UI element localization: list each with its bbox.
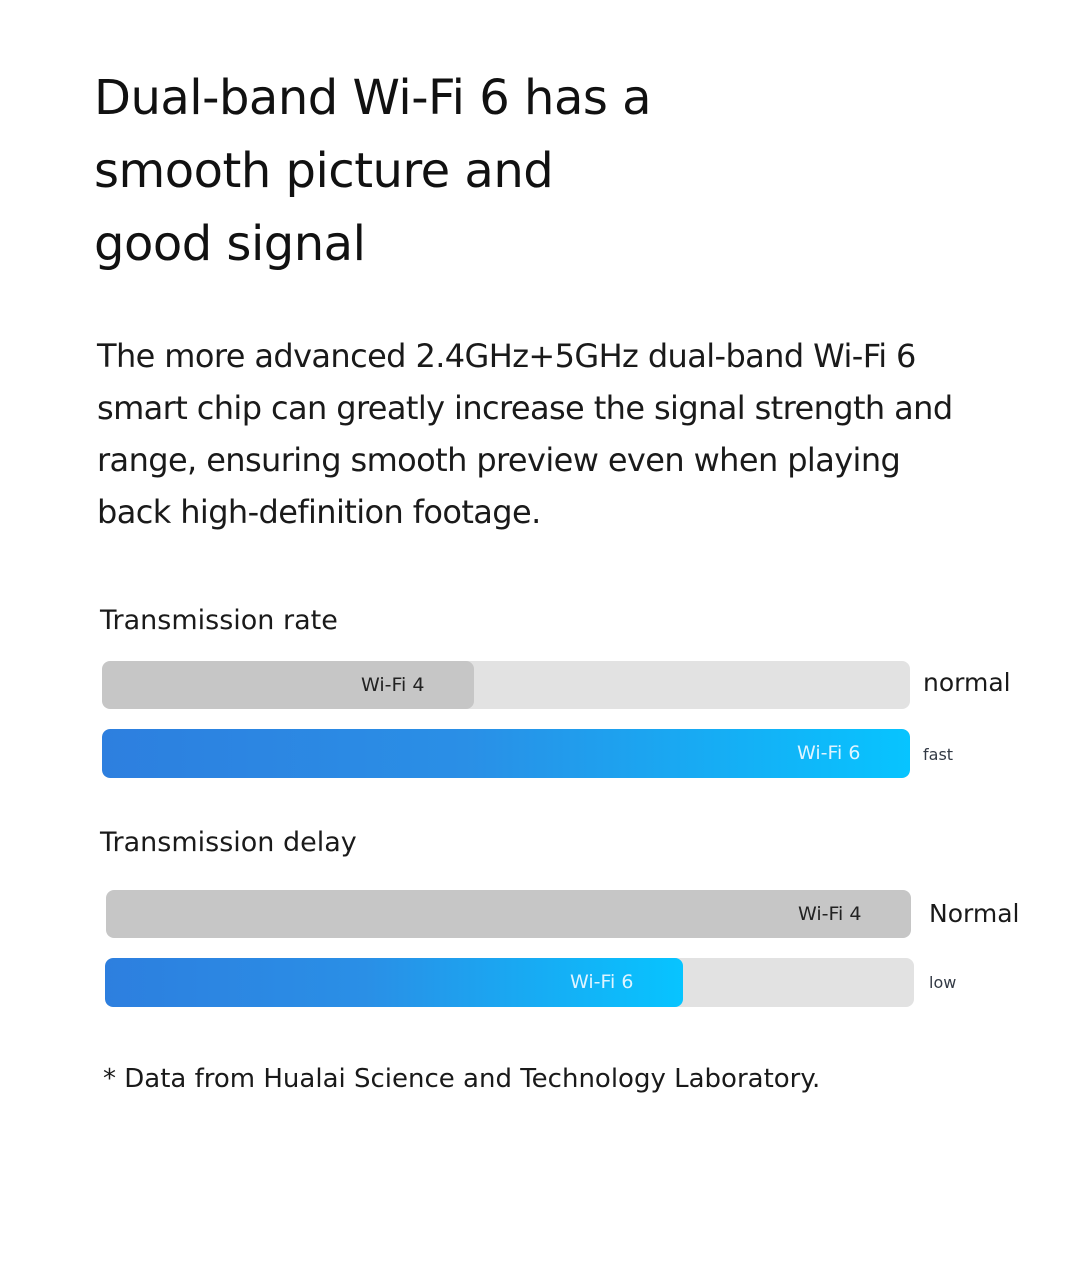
- delay-chart-title: Transmission delay: [100, 827, 357, 858]
- rate-wifi4-bar: [102, 661, 474, 709]
- description: The more advanced 2.4GHz+5GHz dual-band …: [97, 330, 997, 538]
- rate-wifi6-bar: [102, 729, 910, 778]
- headline-line: Dual-band Wi-Fi 6 has a: [94, 70, 652, 126]
- delay-wifi6-bar: [105, 958, 683, 1007]
- headline: Dual-band Wi-Fi 6 has a smooth picture a…: [94, 62, 794, 281]
- headline-line: smooth picture and: [94, 143, 554, 199]
- delay-wifi4-bar-track: Wi-Fi 4: [106, 890, 911, 938]
- description-line: smart chip can greatly increase the sign…: [97, 389, 953, 427]
- description-line: The more advanced 2.4GHz+5GHz dual-band …: [97, 337, 916, 375]
- delay-wifi4-bar: [106, 890, 911, 938]
- delay-wifi4-bar-label: Wi-Fi 4: [798, 903, 862, 925]
- rate-wifi4-bar-label: Wi-Fi 4: [361, 674, 425, 696]
- description-line: back high-definition footage.: [97, 493, 541, 531]
- delay-wifi6-bar-label: Wi-Fi 6: [570, 971, 634, 993]
- delay-wifi4-rating: Normal: [929, 899, 1020, 928]
- footnote: * Data from Hualai Science and Technolog…: [103, 1064, 821, 1094]
- rate-wifi4-rating: normal: [923, 668, 1011, 697]
- rate-wifi6-bar-track: Wi-Fi 6: [102, 729, 910, 778]
- rate-wifi6-bar-label: Wi-Fi 6: [797, 742, 861, 764]
- delay-wifi6-rating: low: [929, 973, 957, 992]
- delay-wifi6-bar-track: Wi-Fi 6: [105, 958, 914, 1007]
- description-line: range, ensuring smooth preview even when…: [97, 441, 901, 479]
- headline-line: good signal: [94, 216, 366, 272]
- rate-wifi4-bar-track: Wi-Fi 4: [102, 661, 910, 709]
- rate-chart-title: Transmission rate: [100, 605, 338, 636]
- rate-wifi6-rating: fast: [923, 745, 954, 764]
